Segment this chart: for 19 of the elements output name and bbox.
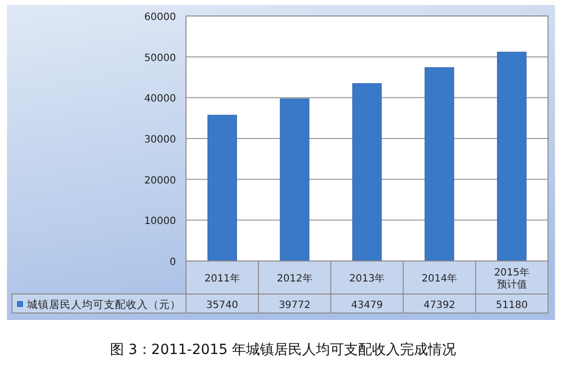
data-label: 47392 [423,300,456,311]
x-tick-label: 2015年预计值 [494,266,530,290]
x-tick-label: 2011年 [204,272,240,284]
x-tick-label: 2014年 [422,272,458,284]
y-tick-label: 10000 [144,216,176,228]
x-tick-label: 2012年 [276,272,312,284]
data-label: 43479 [351,300,383,311]
text: 图 3：2011-2015 年城镇居民人均可支配收入完成情况 [110,342,456,358]
y-tick-label: 0 [170,257,176,268]
data-label: 51180 [496,300,528,311]
y-tick-label: 60000 [144,12,176,23]
data-label: 39772 [278,300,311,311]
x-tick-label: 2013年 [349,272,385,284]
legend-label: 城镇居民人均可支配收入（元） [26,298,181,311]
y-tick-label: 30000 [144,134,176,146]
data-label: 35740 [206,300,238,311]
y-tick-label: 20000 [144,175,176,186]
y-tick-label: 40000 [144,94,176,105]
y-tick-label: 50000 [144,52,176,64]
